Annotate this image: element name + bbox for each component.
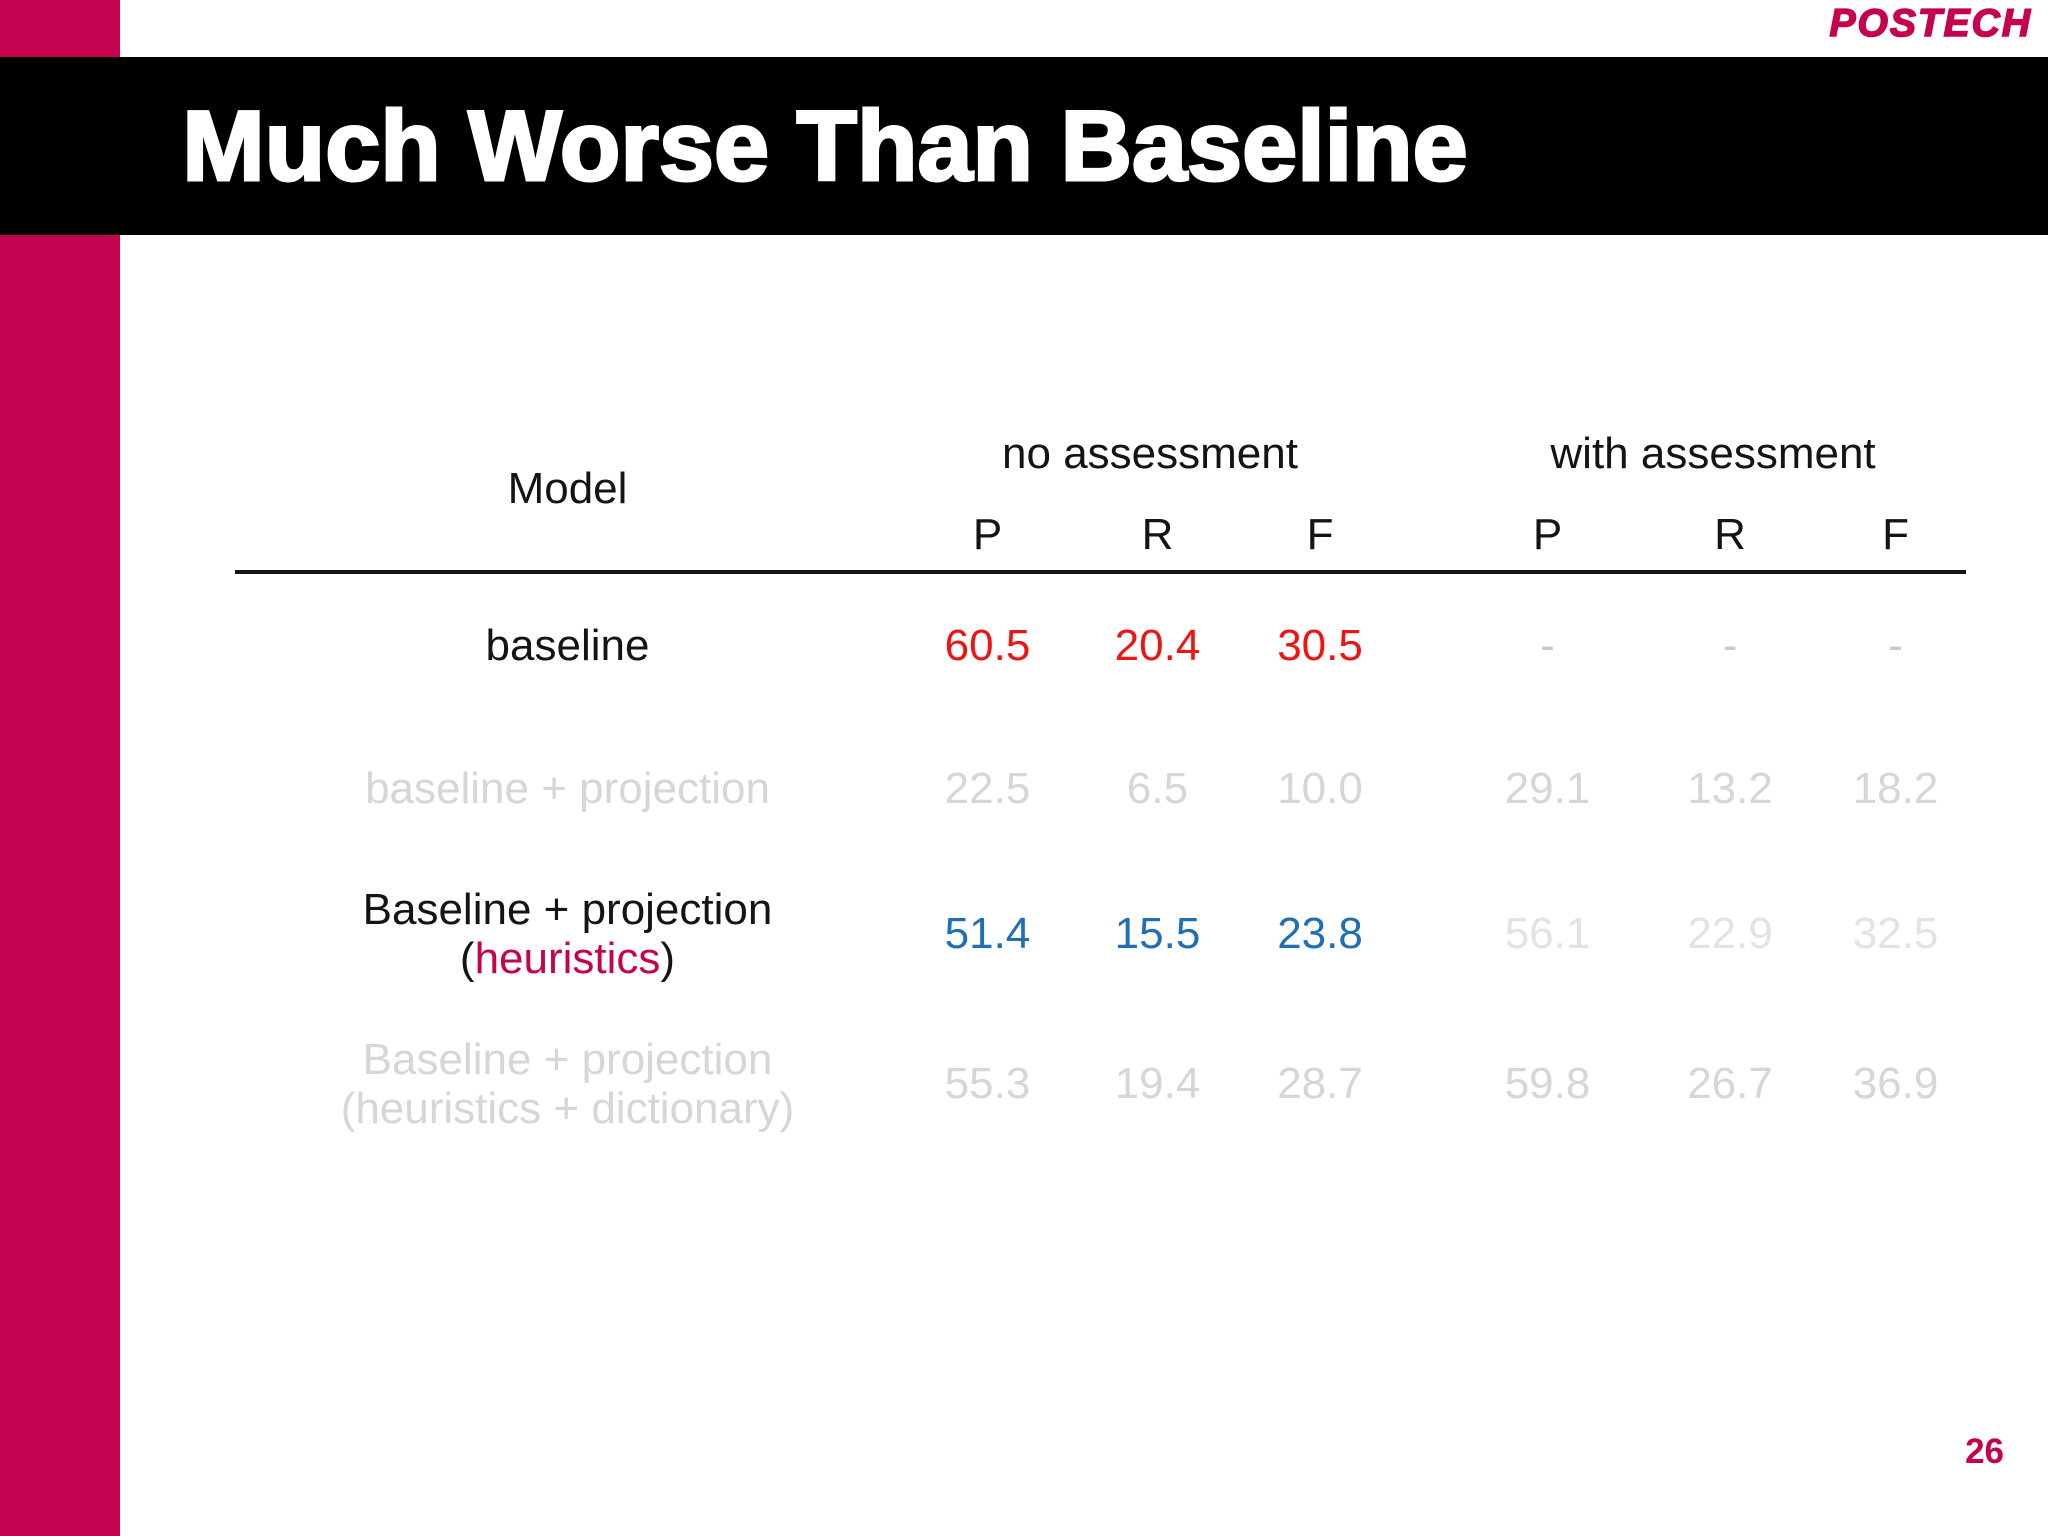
col-subheader-f-with: F (1825, 500, 1967, 574)
table-row-baseline-projection: baseline + projection 22.5 6.5 10.0 29.1… (235, 718, 1966, 860)
value-cell: 60.5 (944, 621, 1031, 671)
table-row-baseline-projection-heuristics: Baseline + projection (heuristics) 51.4 … (235, 860, 1966, 1008)
col-subheader-p-with: P (1460, 500, 1636, 574)
value-cell: 15.5 (1114, 909, 1201, 959)
value-cell: 30.5 (1277, 621, 1363, 671)
value-cell: 26.7 (1687, 1059, 1773, 1109)
value-cell: - (1888, 621, 1903, 671)
left-accent-bar (0, 0, 120, 1536)
value-cell: 51.4 (944, 909, 1031, 959)
spacer-cell (1400, 1008, 1460, 1160)
spacer-cell (1400, 860, 1460, 1008)
value-cell: 29.1 (1504, 764, 1591, 814)
value-cell: 13.2 (1687, 764, 1773, 814)
value-cell: 59.8 (1504, 1059, 1591, 1109)
spacer-cell (1400, 500, 1461, 574)
table-row-baseline-projection-heuristics-dictionary: Baseline + projection (heuristics + dict… (235, 1008, 1966, 1160)
col-group-with-assessment: with assessment (1550, 429, 1876, 479)
model-label-heuristics-dictionary: Baseline + projection (heuristics + dict… (235, 1008, 900, 1160)
results-table-wrap: Model no assessment with assessment P R … (235, 408, 1967, 1160)
col-subheader-r-with: R (1635, 500, 1826, 574)
model-label-baseline: baseline (485, 621, 650, 671)
model-label-line1: Baseline + projection (362, 1034, 773, 1084)
value-cell: 36.9 (1852, 1059, 1939, 1109)
value-cell: 19.4 (1114, 1059, 1201, 1109)
value-cell: 22.5 (944, 764, 1031, 814)
model-label-highlight: heuristics (474, 934, 661, 983)
col-subheader-p-no: P (900, 500, 1075, 574)
value-cell: - (1722, 621, 1738, 671)
spacer-cell (1400, 572, 1460, 718)
model-label-line1: Baseline + projection (362, 884, 773, 934)
spacer-cell (1400, 718, 1460, 860)
value-cell: 18.2 (1852, 764, 1939, 814)
model-label-line2: (heuristics + dictionary) (340, 1084, 795, 1133)
page-number: 26 (1965, 1432, 2004, 1471)
header-sub-row: P R F P R F (235, 500, 1967, 574)
col-subheader-f-no: F (1240, 500, 1401, 574)
value-cell: 23.8 (1277, 909, 1363, 959)
results-table: Model no assessment with assessment P R … (235, 408, 1967, 1160)
value-cell: 56.1 (1504, 909, 1591, 959)
value-cell: 20.4 (1114, 621, 1201, 671)
table-row-baseline: baseline 60.5 20.4 30.5 - - - (235, 572, 1966, 718)
paren-open: ( (459, 934, 475, 983)
value-cell: 6.5 (1126, 764, 1189, 814)
model-label-baseline-projection: baseline + projection (365, 764, 770, 814)
value-cell: 55.3 (944, 1059, 1031, 1109)
slide-title: Much Worse Than Baseline (181, 89, 1469, 203)
col-group-no-assessment: no assessment (1002, 429, 1298, 479)
spacer-cell (1400, 408, 1460, 500)
paren-close: ) (660, 934, 676, 983)
value-cell: 32.5 (1852, 909, 1939, 959)
value-cell: 10.0 (1277, 764, 1363, 814)
title-band: Much Worse Than Baseline (0, 57, 2048, 235)
col-header-model: Model (235, 408, 900, 574)
model-label-heuristics: Baseline + projection (heuristics) (235, 860, 900, 1008)
value-cell: - (1540, 621, 1555, 671)
value-cell: 22.9 (1687, 909, 1773, 959)
col-subheader-r-no: R (1075, 500, 1240, 574)
postech-logo: POSTECH (1829, 1, 2032, 46)
value-cell: 28.7 (1277, 1059, 1363, 1109)
header-group-row: Model no assessment with assessment (235, 408, 1966, 574)
